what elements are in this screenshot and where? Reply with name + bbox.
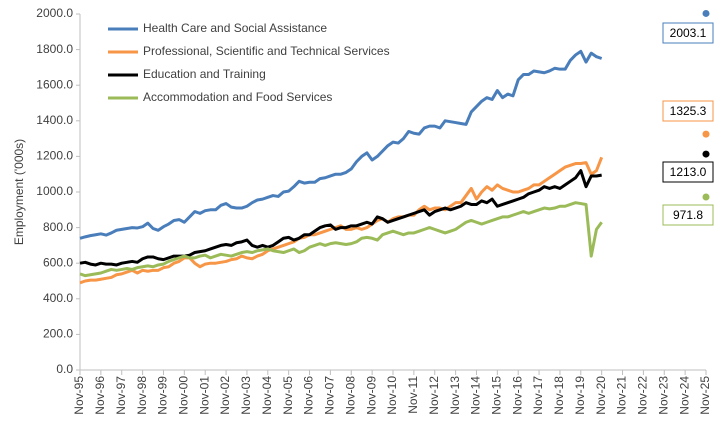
y-tick-label: 600.0 xyxy=(43,255,73,269)
projection-box xyxy=(662,204,714,226)
x-tick-label: Nov-11 xyxy=(406,376,420,414)
x-tick-label: Nov-22 xyxy=(636,376,650,415)
x-tick-label: Nov-95 xyxy=(72,376,86,415)
x-tick-label: Nov-06 xyxy=(302,376,316,415)
projection-point xyxy=(702,130,710,138)
x-tick-label: Nov-97 xyxy=(114,376,128,415)
series-line xyxy=(79,156,604,285)
x-tick-label: Nov-15 xyxy=(490,376,504,415)
y-tick-label: 400.0 xyxy=(43,291,73,305)
x-tick-label: Nov-12 xyxy=(427,376,441,415)
y-tick-label: 1000.0 xyxy=(36,184,73,198)
x-tick-label: Nov-16 xyxy=(510,376,524,415)
x-tick-label: Nov-19 xyxy=(573,376,587,415)
x-tick-label: Nov-24 xyxy=(677,376,691,415)
projection-label: 1213.0 xyxy=(670,165,707,179)
x-tick-label: Nov-14 xyxy=(469,376,483,415)
x-tick-label: Nov-08 xyxy=(343,376,357,415)
x-tick-label: Nov-02 xyxy=(218,376,232,415)
x-tick-label: Nov-20 xyxy=(594,376,608,415)
y-tick-label: 0.0 xyxy=(56,362,73,376)
legend-label: Education and Training xyxy=(143,67,266,81)
x-tick-label: Nov-01 xyxy=(197,376,211,415)
x-tick-label: Nov-03 xyxy=(239,376,253,415)
series-line xyxy=(79,49,603,240)
projection-label: 971.8 xyxy=(673,208,703,222)
legend-label: Accommodation and Food Services xyxy=(143,90,332,104)
projection-label: 1325.3 xyxy=(670,104,707,118)
x-tick-label: Nov-13 xyxy=(448,376,462,415)
y-tick-label: 1400.0 xyxy=(36,113,73,127)
legend-label: Health Care and Social Assistance xyxy=(143,21,327,35)
legend-label: Professional, Scientific and Technical S… xyxy=(143,44,390,58)
series-line xyxy=(79,169,602,267)
y-axis-label: Employment ('000s) xyxy=(12,139,26,245)
projection-box xyxy=(662,100,714,122)
x-tick-label: Nov-00 xyxy=(177,376,191,415)
x-tick-label: Nov-25 xyxy=(698,376,712,415)
y-tick-label: 1800.0 xyxy=(36,42,73,56)
x-tick-label: Nov-17 xyxy=(531,376,545,415)
x-tick-label: Nov-18 xyxy=(552,376,566,415)
x-tick-label: Nov-10 xyxy=(385,376,399,415)
y-tick-label: 1200.0 xyxy=(36,149,73,163)
x-tick-label: Nov-05 xyxy=(281,376,295,415)
projection-label: 2003.1 xyxy=(670,26,707,40)
y-tick-label: 800.0 xyxy=(43,220,73,234)
series-line xyxy=(79,201,603,278)
projection-box xyxy=(662,161,714,183)
y-tick-label: 2000.0 xyxy=(36,6,73,20)
y-tick-label: 1600.0 xyxy=(36,77,73,91)
x-tick-label: Nov-99 xyxy=(156,376,170,415)
x-tick-label: Nov-07 xyxy=(323,376,337,415)
x-tick-label: Nov-09 xyxy=(364,376,378,415)
x-tick-label: Nov-96 xyxy=(93,376,107,415)
x-tick-label: Nov-04 xyxy=(260,376,274,415)
x-tick-label: Nov-98 xyxy=(135,376,149,415)
projection-point xyxy=(702,150,710,158)
projection-box xyxy=(662,22,714,44)
projection-point xyxy=(702,9,710,17)
x-tick-label: Nov-23 xyxy=(656,376,670,415)
y-tick-label: 200.0 xyxy=(43,327,73,341)
projection-point xyxy=(702,193,710,201)
x-tick-label: Nov-21 xyxy=(615,376,629,415)
